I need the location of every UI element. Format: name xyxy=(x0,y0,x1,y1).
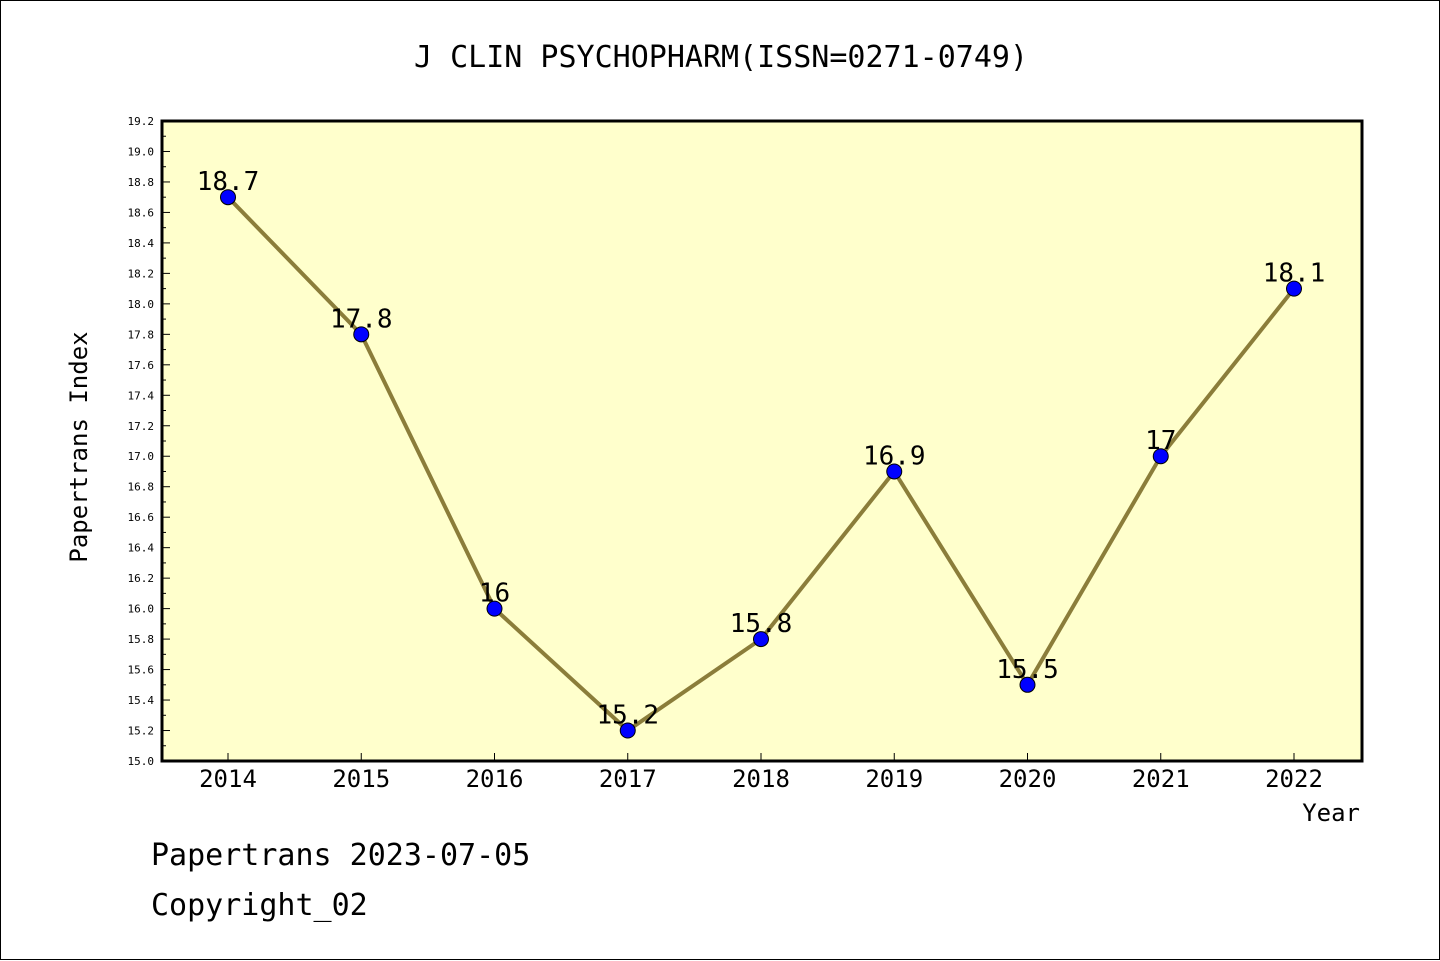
y-tick-label: 18.6 xyxy=(128,206,155,219)
y-tick-label: 16.0 xyxy=(128,603,155,616)
y-tick-label: 15.8 xyxy=(128,633,155,646)
x-tick-label: 2017 xyxy=(599,765,657,793)
y-axis: 15.0 15.2 15.4 15.6 15.8 16.0 16.2 16.4 16.6 16.8… xyxy=(128,115,170,768)
data-point xyxy=(753,631,769,648)
y-tick-label: 17.8 xyxy=(128,328,155,341)
y-tick-label: 16.4 xyxy=(128,542,155,555)
y-tick-label: 16.6 xyxy=(128,511,155,524)
y-tick-label: 18.2 xyxy=(128,267,155,280)
x-tick-label: 2015 xyxy=(332,765,390,793)
data-label: 15.8 xyxy=(730,609,793,639)
data-point xyxy=(353,326,370,343)
data-label: 17.8 xyxy=(330,304,393,334)
y-tick-label: 15.2 xyxy=(128,725,155,738)
y-tick-label: 16.8 xyxy=(128,481,155,494)
y-tick-label: 17.6 xyxy=(128,359,155,372)
y-tick-label: 15.4 xyxy=(128,694,155,707)
y-tick-label: 17.2 xyxy=(128,420,155,433)
data-point xyxy=(1286,280,1302,297)
plot-area xyxy=(160,119,1364,763)
y-tick-label: 15.0 xyxy=(128,755,155,768)
y-tick-label: 19.2 xyxy=(128,115,155,128)
data-point xyxy=(486,600,503,617)
data-label: 18.1 xyxy=(1263,259,1326,289)
y-tick-label: 16.2 xyxy=(128,572,155,585)
y-tick-label: 19.0 xyxy=(128,145,155,158)
x-tick-label: 2019 xyxy=(865,765,923,793)
data-point xyxy=(1019,676,1036,693)
y-tick-label: 18.0 xyxy=(128,298,155,311)
data-label: 16.9 xyxy=(863,441,926,471)
x-tick-label: 2014 xyxy=(199,765,257,793)
data-label: 15.5 xyxy=(996,655,1059,685)
data-label: 18.7 xyxy=(197,167,260,197)
y-tick-label: 17.0 xyxy=(128,450,155,463)
y-tick-label: 17.4 xyxy=(128,389,155,402)
y-tick-label: 15.6 xyxy=(128,664,155,677)
data-label: 17 xyxy=(1145,426,1176,456)
data-label: 15.2 xyxy=(596,701,659,731)
series-layer: 18.7 17.8 16 15.2 15.8 16.9 15.5 17 18.1 xyxy=(197,167,1326,739)
y-axis-label: Papertrans Index xyxy=(65,331,93,562)
data-point xyxy=(1152,448,1169,465)
x-tick-label: 2020 xyxy=(999,765,1057,793)
x-axis: 2014 2015 2016 2017 2018 2019 2020 2021 2022 xyxy=(199,753,1323,793)
y-tick-label: 18.8 xyxy=(128,176,155,189)
x-tick-label: 2018 xyxy=(732,765,790,793)
x-tick-label: 2016 xyxy=(466,765,524,793)
x-tick-label: 2021 xyxy=(1132,765,1190,793)
data-label: 16 xyxy=(479,579,510,609)
data-point xyxy=(886,463,903,480)
chart-title: J CLIN PSYCHOPHARM(ISSN=0271-0749) xyxy=(414,40,1028,75)
x-axis-label: Year xyxy=(1302,799,1360,827)
y-tick-label: 18.4 xyxy=(128,237,155,250)
data-point xyxy=(220,189,236,206)
footer-date: Papertrans 2023-07-05 xyxy=(151,838,530,873)
data-point xyxy=(619,722,636,739)
x-tick-label: 2022 xyxy=(1265,765,1323,793)
footer-copyright: Copyright_02 xyxy=(151,888,368,923)
